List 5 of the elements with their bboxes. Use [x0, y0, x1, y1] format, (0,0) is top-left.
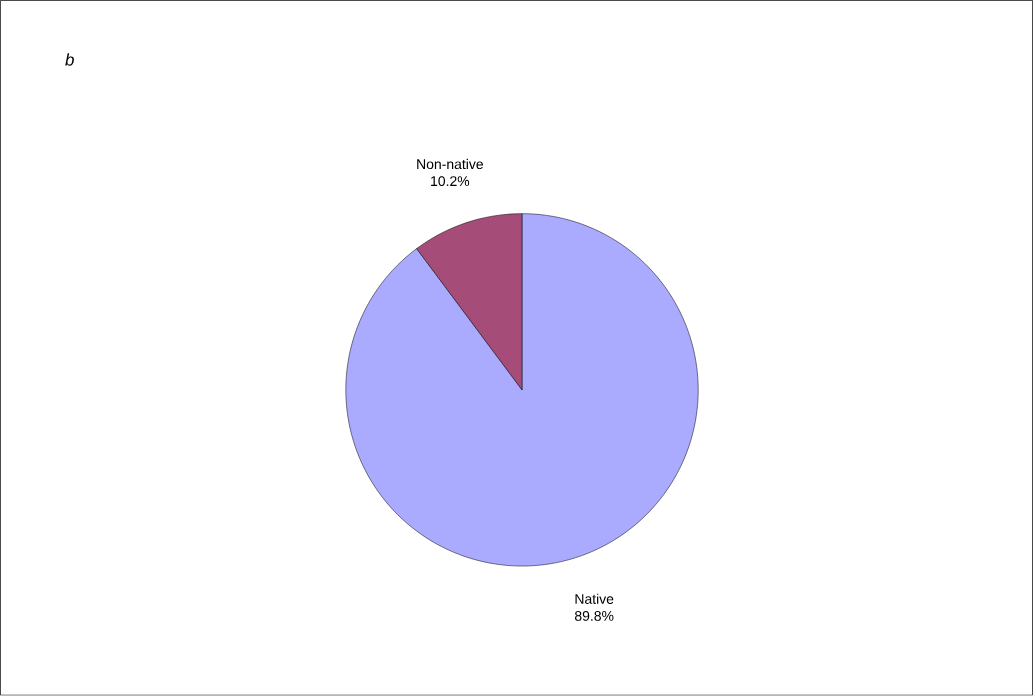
slice-label: Native [575, 593, 614, 605]
slice-label: Non-native [417, 159, 483, 170]
data-label: 10.2% [431, 176, 470, 187]
data-label: 89.8% [574, 611, 614, 622]
text: b [65, 53, 74, 66]
